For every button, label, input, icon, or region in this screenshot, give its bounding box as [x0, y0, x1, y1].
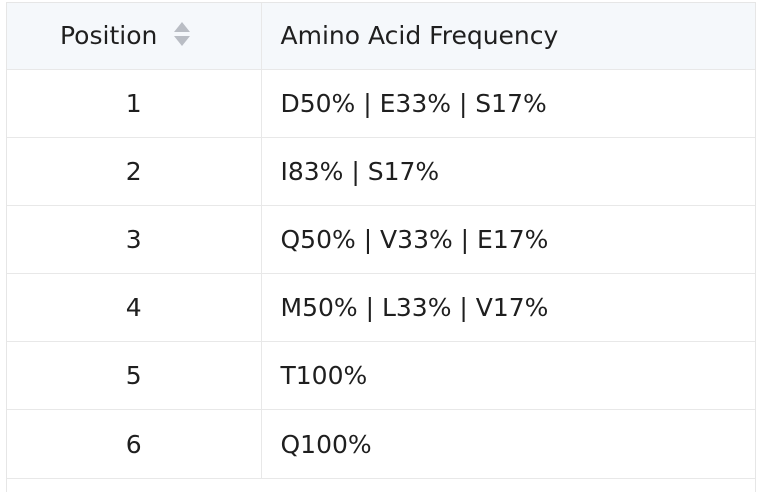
table-header: Position Amino Acid Frequency [7, 3, 755, 70]
position-cell: 2 [7, 137, 261, 206]
table-row: 6 Q100% [7, 409, 755, 479]
position-header-label: Position [60, 21, 158, 51]
frequency-cell: M50% | L33% | V17% [260, 273, 755, 343]
table-row: 5 T100% [7, 341, 755, 411]
sort-arrows-icon[interactable] [171, 19, 193, 49]
position-cell: 5 [7, 341, 261, 411]
position-cell: 1 [7, 69, 261, 138]
frequency-header-label: Amino Acid Frequency [280, 21, 559, 51]
table-row: 4 M50% | L33% | V17% [7, 273, 755, 343]
frequency-cell: Q50% | V33% | E17% [260, 205, 755, 275]
table-row: 2 I83% | S17% [7, 137, 755, 206]
position-cell: 6 [7, 409, 261, 479]
frequency-column-header: Amino Acid Frequency [260, 3, 755, 70]
position-cell: 3 [7, 205, 261, 275]
frequency-cell: Q100% [260, 409, 755, 479]
header-row: Position Amino Acid Frequency [7, 3, 755, 70]
table-body: 1 D50% | E33% | S17% 2 I83% | S17% 3 Q50… [7, 69, 755, 479]
position-column-header[interactable]: Position [7, 3, 261, 70]
amino-acid-table-container: Position Amino Acid Frequency [6, 2, 756, 492]
position-cell: 4 [7, 273, 261, 343]
frequency-cell: I83% | S17% [260, 137, 755, 206]
frequency-cell: D50% | E33% | S17% [260, 69, 755, 138]
frequency-cell: T100% [260, 341, 755, 411]
table-row: 1 D50% | E33% | S17% [7, 69, 755, 138]
amino-acid-frequency-table: Position Amino Acid Frequency [7, 3, 755, 479]
table-row: 3 Q50% | V33% | E17% [7, 205, 755, 275]
